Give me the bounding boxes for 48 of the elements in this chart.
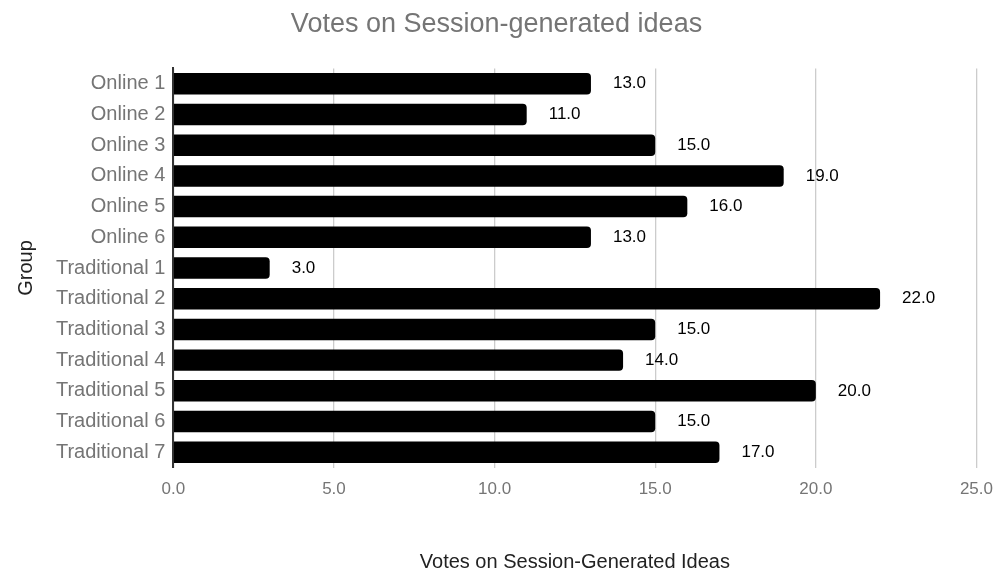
bar [173, 73, 591, 95]
bar [173, 103, 527, 126]
bar [173, 165, 784, 187]
x-tick-label: 15.0 [638, 479, 672, 499]
y-tick-label: Traditional 1 [55, 255, 166, 278]
x-axis-title: Votes on Session-Generated Ideas [419, 549, 730, 572]
data-label: 22.0 [902, 288, 936, 308]
y-tick-label: Traditional 4 [55, 347, 166, 370]
bar [173, 226, 591, 249]
x-tick-label: 0.0 [161, 479, 186, 499]
y-tick-label: Traditional 3 [55, 316, 166, 339]
bar [173, 349, 624, 371]
y-tick-label: Traditional 7 [55, 439, 166, 462]
x-tick-label: 10.0 [478, 479, 512, 499]
chart-title: Votes on Session-generated ideas [290, 7, 703, 38]
y-axis-title: Group [13, 240, 36, 296]
bar [173, 287, 881, 310]
x-tick-label: 5.0 [322, 479, 346, 499]
data-label: 16.0 [709, 196, 743, 216]
data-label: 19.0 [805, 165, 839, 185]
data-label: 15.0 [677, 411, 711, 431]
x-tick-label: 20.0 [799, 479, 833, 499]
y-tick-label: Online 3 [90, 132, 166, 155]
bar [173, 441, 720, 463]
x-tick-label: 25.0 [959, 479, 993, 499]
data-label: 13.0 [612, 226, 647, 246]
data-label: 15.0 [677, 134, 711, 154]
y-tick-label: Online 2 [90, 101, 166, 124]
bar [173, 318, 656, 341]
data-label: 20.0 [837, 380, 871, 400]
bar [173, 410, 656, 433]
data-label: 11.0 [548, 104, 581, 124]
data-label: 17.0 [741, 441, 775, 461]
y-tick-label: Traditional 6 [55, 409, 166, 432]
data-label: 3.0 [291, 257, 316, 277]
bar [173, 257, 270, 279]
y-tick-label: Online 1 [90, 71, 166, 94]
y-tick-label: Online 6 [90, 224, 166, 247]
data-label: 14.0 [645, 349, 679, 369]
y-tick-label: Traditional 5 [55, 378, 166, 401]
bar [173, 134, 656, 156]
y-tick-label: Online 4 [90, 163, 166, 186]
bar [173, 380, 816, 402]
data-label: 13.0 [612, 73, 647, 93]
y-tick-label: Online 5 [90, 194, 166, 217]
bar [173, 195, 688, 218]
y-tick-label: Traditional 2 [55, 286, 166, 309]
data-label: 15.0 [677, 319, 711, 339]
